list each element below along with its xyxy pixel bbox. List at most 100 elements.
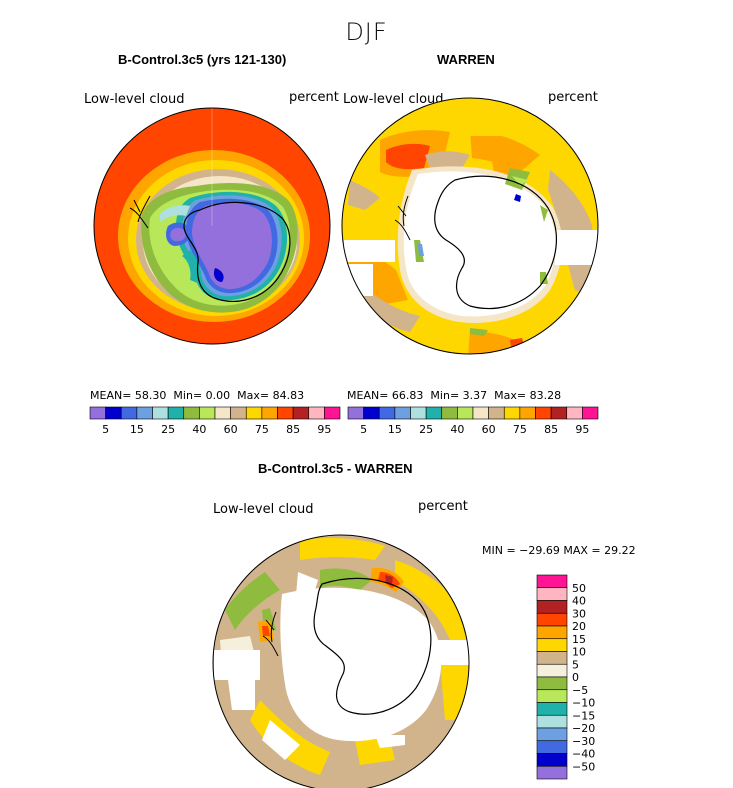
obs-mean-label: MEAN=	[347, 389, 389, 402]
model-mean-value: 58.30	[134, 389, 167, 402]
obs-colorbar-swatch	[347, 406, 364, 420]
model-colorbar-swatch	[152, 406, 169, 420]
obs-colorbar-swatch	[503, 406, 521, 420]
model-map	[94, 108, 330, 344]
obs-min-value: 3.37	[462, 389, 488, 402]
diff-colorbar-tick-label: 50	[572, 582, 586, 595]
diff-colorbar-swatch	[536, 587, 568, 601]
model-colorbar-swatch	[261, 406, 278, 420]
model-panel-title: B-Control.3c5 (yrs 121-130)	[118, 52, 287, 67]
diff-colorbar-swatch	[536, 702, 568, 716]
diff-colorbar-swatch	[536, 574, 568, 589]
obs-colorbar-tick-label: 5	[360, 423, 367, 436]
diff-colorbar-swatch	[536, 676, 568, 691]
model-colorbar-tick-label: 85	[286, 423, 300, 436]
model-colorbar-tick-label: 5	[102, 423, 109, 436]
diff-colorbar-tick-label: −50	[572, 760, 595, 773]
model-colorbar-swatch	[105, 406, 122, 420]
model-min-value: 0.00	[205, 389, 231, 402]
diff-colorbar-tick-label: −10	[572, 697, 595, 710]
model-colorbar-tick-label: 60	[224, 423, 238, 436]
model-max-label: Max=	[237, 389, 270, 402]
obs-colorbar-swatch	[441, 406, 458, 420]
diff-colorbar-tick-label: 10	[572, 646, 586, 659]
diff-colorbar-tick-label: −15	[572, 709, 595, 722]
model-colorbar-swatch	[292, 406, 310, 420]
diff-colorbar-swatch	[536, 727, 568, 742]
obs-min-label: Min=	[430, 389, 460, 402]
obs-colorbar-swatch	[519, 406, 536, 420]
obs-colorbar-tick-label: 40	[450, 423, 464, 436]
model-stats: MEAN= 58.30 Min= 0.00 Max= 84.83	[90, 389, 304, 402]
model-colorbar-swatch	[214, 406, 231, 420]
model-colorbar-swatch	[308, 406, 325, 420]
obs-colorbar-tick-label: 75	[513, 423, 527, 436]
model-variable-label: Low-level cloud	[84, 92, 185, 107]
diff-colorbar-swatch	[536, 612, 568, 627]
model-max-value: 84.83	[272, 389, 305, 402]
obs-stats: MEAN= 66.83 Min= 3.37 Max= 83.28	[347, 389, 561, 402]
obs-colorbar-swatch	[566, 406, 583, 420]
diff-colorbar-tick-label: −30	[572, 735, 595, 748]
model-colorbar-swatch	[183, 406, 200, 420]
obs-colorbar-swatch	[582, 406, 599, 420]
obs-colorbar-swatch	[363, 406, 380, 420]
diff-colorbar-tick-label: −20	[572, 722, 595, 735]
obs-variable-label: Low-level cloud	[343, 92, 444, 107]
model-colorbar-swatch	[167, 406, 185, 420]
model-colorbar-tick-label: 40	[192, 423, 206, 436]
obs-colorbar-swatch	[378, 406, 396, 420]
obs-colorbar-swatch	[457, 406, 474, 420]
diff-colorbar-swatch	[536, 651, 568, 665]
obs-max-label: Max=	[494, 389, 527, 402]
model-colorbar-swatch	[89, 406, 106, 420]
obs-colorbar: 5 15 25 40 60 75 85 95	[347, 406, 599, 436]
model-colorbar-swatch	[245, 406, 263, 420]
model-colorbar: 5 15 25 40 60 75 85 95	[89, 406, 341, 436]
model-colorbar-swatch	[324, 406, 341, 420]
model-colorbar-swatch	[199, 406, 216, 420]
obs-panel-title: WARREN	[437, 52, 495, 67]
diff-panel-title: B-Control.3c5 - WARREN	[258, 461, 413, 476]
obs-units-label: percent	[548, 90, 598, 105]
obs-colorbar-tick-label: 60	[482, 423, 496, 436]
obs-colorbar-tick-label: 25	[419, 423, 433, 436]
diff-colorbar-tick-label: 5	[572, 658, 579, 671]
diff-colorbar-tick-label: 20	[572, 620, 586, 633]
model-colorbar-swatch	[277, 406, 294, 420]
diff-stats: MIN = −29.69 MAX = 29.22	[482, 544, 636, 557]
obs-colorbar-swatch	[488, 406, 505, 420]
diff-colorbar-tick-label: 15	[572, 633, 586, 646]
model-colorbar-swatch	[136, 406, 153, 420]
diff-colorbar-tick-label: 0	[572, 671, 579, 684]
obs-colorbar-swatch	[394, 406, 411, 420]
obs-colorbar-tick-label: 95	[575, 423, 589, 436]
diff-colorbar-swatch	[536, 714, 568, 729]
model-mean-label: MEAN=	[90, 389, 132, 402]
model-colorbar-tick-label: 95	[317, 423, 331, 436]
model-colorbar-swatch	[230, 406, 247, 420]
obs-colorbar-swatch	[472, 406, 489, 420]
obs-colorbar-tick-label: 85	[544, 423, 558, 436]
diff-variable-label: Low-level cloud	[213, 502, 314, 517]
obs-colorbar-swatch	[410, 406, 427, 420]
diff-colorbar-swatch	[536, 663, 568, 678]
model-colorbar-tick-label: 25	[161, 423, 175, 436]
obs-colorbar-swatch	[425, 406, 443, 420]
obs-mean-value: 66.83	[391, 389, 424, 402]
model-colorbar-tick-label: 15	[130, 423, 144, 436]
obs-colorbar-tick-label: 15	[388, 423, 402, 436]
diff-colorbar-swatch	[536, 765, 568, 780]
diff-colorbar-tick-label: 40	[572, 595, 586, 608]
diff-colorbar-swatch	[536, 740, 568, 754]
obs-max-value: 83.28	[529, 389, 562, 402]
diff-map	[213, 535, 469, 788]
obs-map	[342, 98, 598, 354]
diff-colorbar-tick-label: 30	[572, 607, 586, 620]
diff-colorbar-swatch	[536, 753, 568, 767]
model-colorbar-tick-label: 75	[255, 423, 269, 436]
season-title: DJF	[345, 18, 388, 46]
model-colorbar-swatch	[120, 406, 138, 420]
